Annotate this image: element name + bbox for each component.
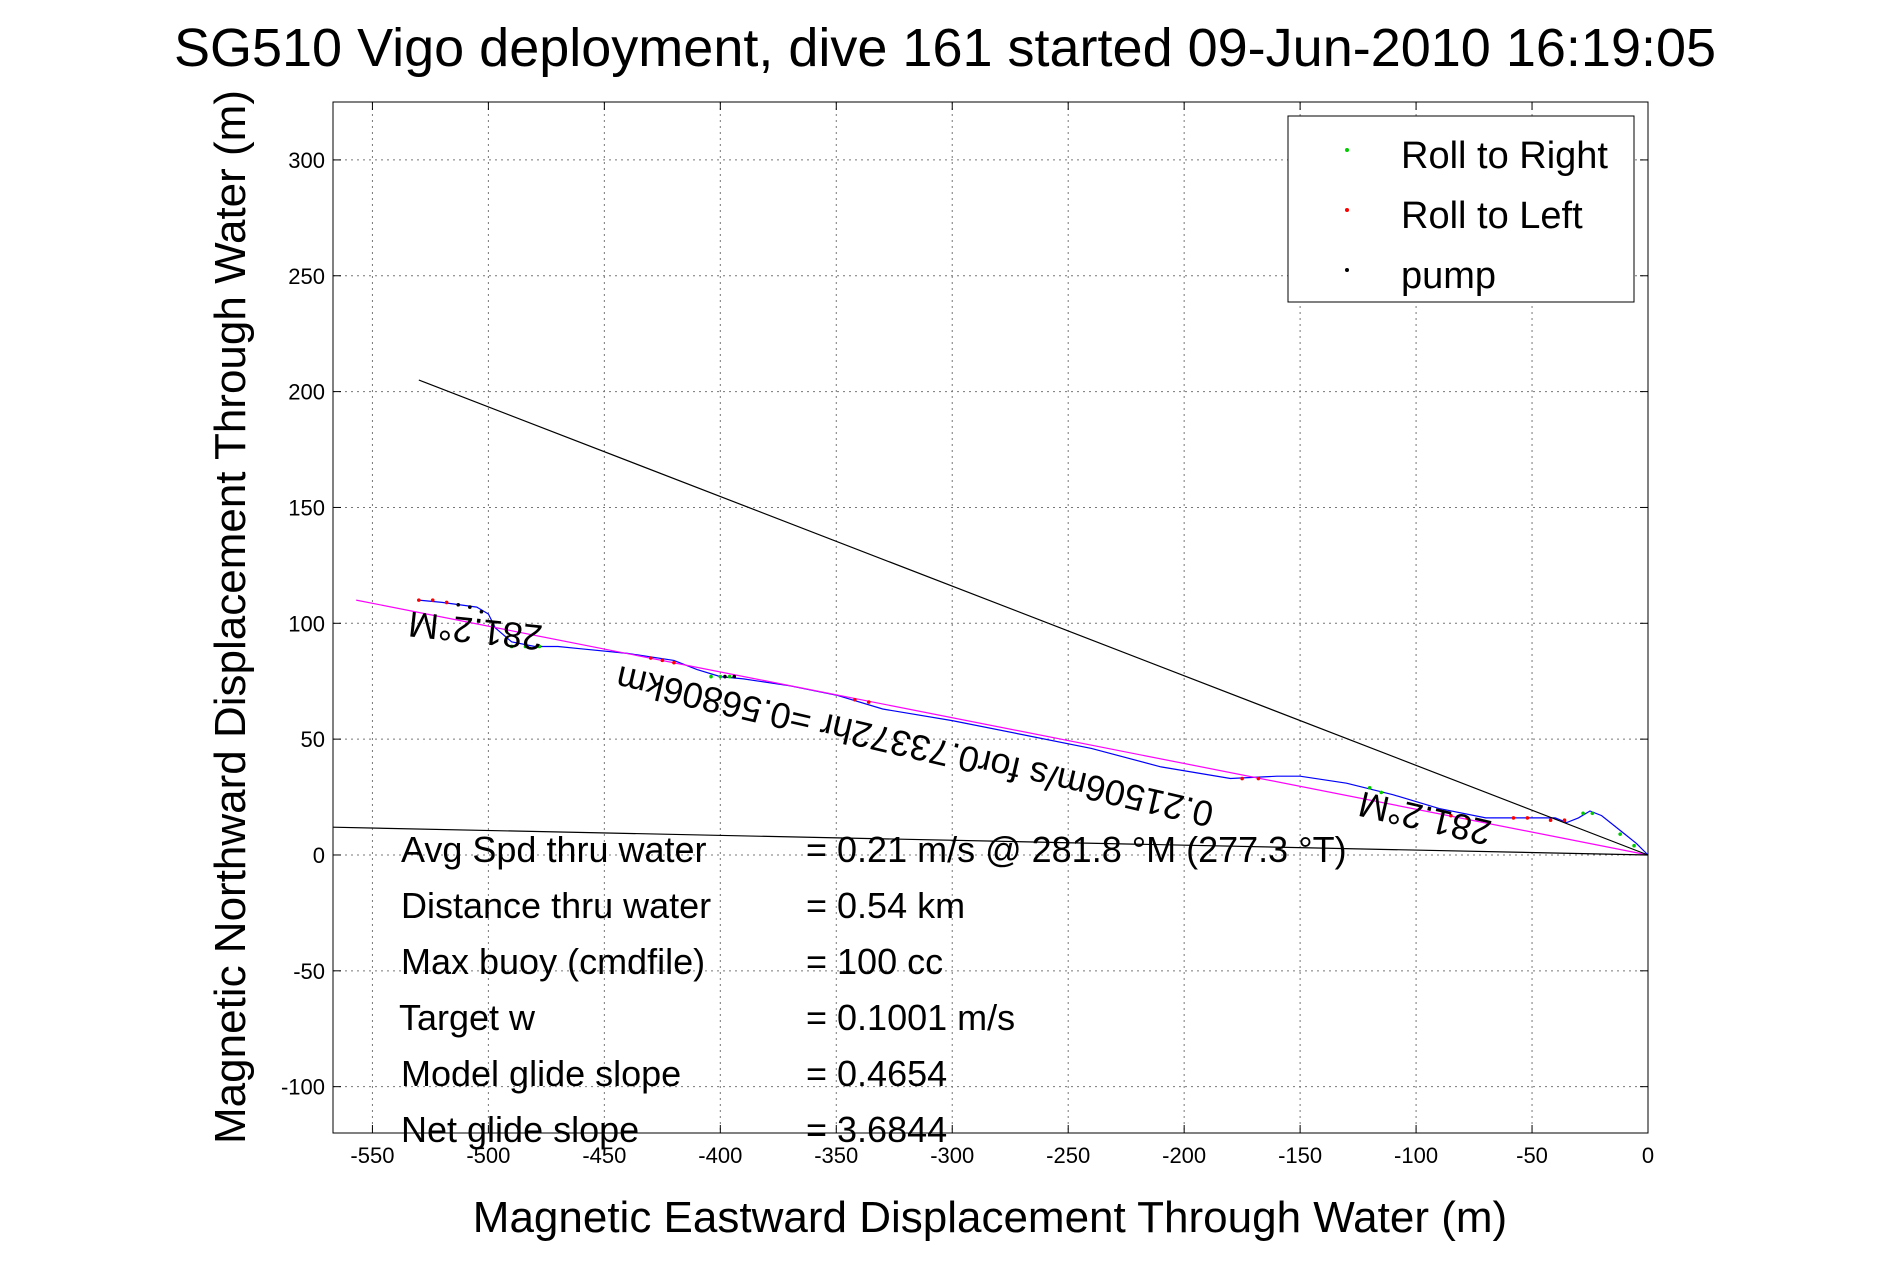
y-tick-label: 200 bbox=[288, 380, 325, 405]
stat-value: = 3.6844 bbox=[806, 1109, 947, 1150]
stat-value: = 0.54 km bbox=[806, 885, 965, 926]
stat-value: = 0.4654 bbox=[806, 1053, 947, 1094]
marker-roll-to-right bbox=[1367, 785, 1372, 790]
marker-roll-to-right bbox=[709, 674, 713, 679]
legend-label: Roll to Right bbox=[1401, 135, 1608, 177]
y-tick-label: 50 bbox=[301, 727, 325, 752]
marker-roll-to-left bbox=[1256, 776, 1261, 781]
y-tick-label: 100 bbox=[288, 611, 325, 636]
marker-roll-to-right bbox=[509, 644, 514, 649]
series-line-2 bbox=[356, 599, 1649, 856]
marker-roll-to-left bbox=[853, 697, 857, 702]
marker-roll-to-left bbox=[430, 598, 435, 602]
marker-roll-to-left bbox=[1525, 816, 1530, 820]
stat-value: = 0.21 m/s @ 281.8 °M (277.3 °T) bbox=[806, 829, 1347, 870]
marker-roll-to-right bbox=[1379, 790, 1384, 795]
x-tick-label: -200 bbox=[1162, 1143, 1206, 1168]
marker-roll-to-right bbox=[537, 644, 542, 649]
x-tick-label: -100 bbox=[1394, 1143, 1438, 1168]
stat-value: = 100 cc bbox=[806, 941, 943, 982]
marker-roll-to-right bbox=[1590, 811, 1595, 816]
stat-label: Target w bbox=[399, 997, 536, 1038]
marker-pump bbox=[732, 674, 737, 679]
stat-label: Max buoy (cmdfile) bbox=[401, 941, 705, 982]
plot-frame bbox=[332, 101, 1649, 1134]
y-tick-label: 150 bbox=[288, 495, 325, 520]
stats-block: Avg Spd thru water = 0.21 m/s @ 281.8 °M … bbox=[399, 829, 1347, 1150]
y-tick-label: -100 bbox=[281, 1075, 325, 1100]
legend-label: Roll to Left bbox=[1401, 195, 1583, 237]
x-axis-label: Magnetic Eastward Displacement Through W… bbox=[473, 1193, 1507, 1242]
legend-swatch bbox=[1345, 268, 1349, 272]
marker-roll-to-left bbox=[1511, 816, 1516, 820]
axis-ticks: -550 -500 -450 -400 -350 -300 -250 -200 -150 -100… bbox=[281, 102, 1654, 1168]
x-tick-label: -450 bbox=[582, 1143, 626, 1168]
x-tick-label: -250 bbox=[1046, 1143, 1090, 1168]
x-tick-label: 0 bbox=[1642, 1143, 1654, 1168]
legend-label: pump bbox=[1401, 255, 1496, 297]
x-tick-label: -500 bbox=[466, 1143, 510, 1168]
series-line-3 bbox=[418, 379, 1649, 856]
x-tick-label: -550 bbox=[350, 1143, 394, 1168]
x-tick-label: -50 bbox=[1516, 1143, 1548, 1168]
y-tick-label: 300 bbox=[288, 148, 325, 173]
stat-label: Distance thru water bbox=[401, 885, 711, 926]
marker-roll-to-right bbox=[523, 644, 528, 649]
y-tick-label: 0 bbox=[313, 843, 325, 868]
marker-pump bbox=[723, 674, 727, 679]
y-tick-label: 250 bbox=[288, 264, 325, 289]
marker-roll-to-left bbox=[660, 658, 665, 663]
marker-roll-to-left bbox=[648, 656, 653, 660]
legend-swatch bbox=[1345, 148, 1349, 152]
marker-roll-to-left bbox=[866, 700, 871, 704]
x-tick-label: -400 bbox=[698, 1143, 742, 1168]
marker-roll-to-left bbox=[1548, 818, 1553, 823]
marker-roll-to-right bbox=[718, 674, 723, 679]
marker-roll-to-left bbox=[444, 600, 449, 605]
y-axis-label: Magnetic Northward Displacement Through … bbox=[206, 90, 255, 1144]
chart-title: SG510 Vigo deployment, dive 161 started … bbox=[174, 18, 1716, 78]
marker-roll-to-right bbox=[727, 674, 732, 679]
marker-roll-to-left bbox=[672, 660, 676, 665]
legend: Roll to Right Roll to Left pump bbox=[1287, 115, 1635, 303]
x-tick-label: -300 bbox=[930, 1143, 974, 1168]
series-line-4 bbox=[332, 826, 1649, 856]
marker-pump bbox=[468, 605, 472, 609]
marker-roll-to-right bbox=[1581, 811, 1585, 816]
marker-roll-to-left bbox=[1465, 816, 1469, 820]
y-tick-label: -50 bbox=[293, 959, 325, 984]
marker-roll-to-right bbox=[1632, 843, 1636, 848]
stat-label: Net glide slope bbox=[401, 1109, 639, 1150]
marker-roll-to-right bbox=[1618, 832, 1622, 836]
marker-roll-to-left bbox=[1240, 776, 1244, 781]
marker-roll-to-left bbox=[1562, 818, 1567, 823]
marker-roll-to-left bbox=[1449, 813, 1453, 818]
x-tick-label: -150 bbox=[1278, 1143, 1322, 1168]
legend-swatch bbox=[1345, 208, 1349, 212]
stat-label: Model glide slope bbox=[401, 1053, 681, 1094]
stat-label: Avg Spd thru water bbox=[401, 829, 707, 870]
stat-value: = 0.1001 m/s bbox=[806, 997, 1015, 1038]
marker-pump bbox=[479, 609, 484, 614]
markers-layer bbox=[417, 598, 1636, 848]
marker-pump bbox=[456, 602, 461, 607]
x-tick-label: -350 bbox=[814, 1143, 858, 1168]
marker-roll-to-left bbox=[417, 598, 421, 602]
